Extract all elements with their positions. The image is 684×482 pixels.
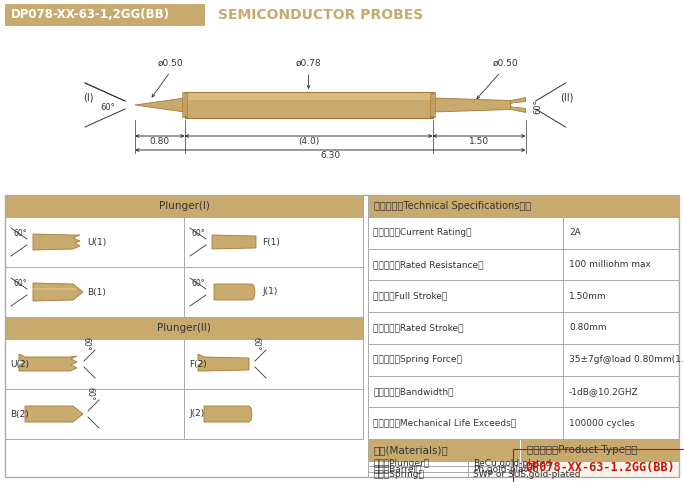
Text: 6.30: 6.30	[320, 151, 341, 160]
Text: 1.50mm: 1.50mm	[569, 292, 607, 301]
Text: (4.0): (4.0)	[298, 137, 319, 146]
Text: 60°: 60°	[13, 279, 27, 288]
Text: 35±7gf@load 0.80mm(1.2oz): 35±7gf@load 0.80mm(1.2oz)	[569, 355, 684, 364]
Text: F(2): F(2)	[189, 360, 207, 369]
FancyBboxPatch shape	[521, 461, 679, 477]
Text: 成品型号（Product Type）：: 成品型号（Product Type）：	[527, 445, 637, 455]
Text: 材质(Materials)：: 材质(Materials)：	[374, 445, 449, 455]
Text: 100 milliohm max: 100 milliohm max	[569, 260, 651, 269]
FancyBboxPatch shape	[5, 389, 363, 439]
Polygon shape	[33, 283, 83, 301]
Text: 针头（Plunger）: 针头（Plunger）	[373, 459, 429, 468]
Text: 技术要求（Technical Specifications）：: 技术要求（Technical Specifications）：	[374, 201, 531, 211]
FancyBboxPatch shape	[183, 94, 187, 116]
FancyBboxPatch shape	[368, 195, 679, 217]
Text: ø0.50: ø0.50	[492, 59, 518, 68]
Text: 0.80: 0.80	[150, 137, 170, 146]
FancyBboxPatch shape	[368, 439, 519, 461]
Text: 额定弹力（Spring Force）: 额定弹力（Spring Force）	[373, 355, 462, 364]
Polygon shape	[25, 406, 83, 422]
FancyBboxPatch shape	[430, 92, 436, 118]
Text: SEMICONDUCTOR PROBES: SEMICONDUCTOR PROBES	[218, 8, 423, 22]
Text: 1.50: 1.50	[469, 137, 489, 146]
Text: BeCu,gold-plated: BeCu,gold-plated	[473, 459, 551, 468]
Text: Ph,gold-plated: Ph,gold-plated	[473, 465, 538, 473]
FancyBboxPatch shape	[521, 439, 679, 461]
Text: ø0.78: ø0.78	[295, 59, 321, 68]
FancyBboxPatch shape	[5, 195, 363, 217]
FancyBboxPatch shape	[368, 407, 679, 439]
Polygon shape	[510, 97, 525, 104]
FancyBboxPatch shape	[368, 281, 679, 312]
Text: J(1): J(1)	[262, 287, 278, 296]
Text: SWP or SUS,gold-plated: SWP or SUS,gold-plated	[473, 470, 581, 479]
Polygon shape	[214, 284, 255, 300]
Text: 60°: 60°	[252, 337, 261, 351]
Text: 2A: 2A	[569, 228, 581, 237]
Text: 针管（Barrel）: 针管（Barrel）	[373, 465, 421, 473]
Text: U(1): U(1)	[87, 238, 106, 246]
Text: 60°: 60°	[81, 337, 90, 351]
FancyBboxPatch shape	[5, 217, 363, 267]
Text: DP078-XX-63-1.2GG(BB): DP078-XX-63-1.2GG(BB)	[525, 461, 675, 474]
Polygon shape	[432, 98, 510, 112]
Text: 60°: 60°	[192, 279, 206, 288]
FancyBboxPatch shape	[368, 217, 679, 249]
FancyBboxPatch shape	[368, 344, 679, 375]
Text: 频率带宽（Bandwidth）: 频率带宽（Bandwidth）	[373, 387, 453, 396]
Text: 60°: 60°	[534, 100, 542, 114]
Text: J(2): J(2)	[189, 410, 205, 418]
Polygon shape	[19, 354, 77, 371]
Text: (I): (I)	[83, 92, 94, 102]
Text: F(1): F(1)	[262, 238, 280, 246]
Text: Plunger(II): Plunger(II)	[157, 323, 211, 333]
Text: 60°: 60°	[192, 229, 206, 238]
Text: 测试寿命（Mechanical Life Exceeds）: 测试寿命（Mechanical Life Exceeds）	[373, 419, 516, 428]
Text: 额定电阻（Rated Resistance）: 额定电阻（Rated Resistance）	[373, 260, 484, 269]
Text: Plunger(I): Plunger(I)	[159, 201, 209, 211]
FancyBboxPatch shape	[181, 92, 187, 118]
FancyBboxPatch shape	[368, 461, 519, 466]
Polygon shape	[212, 235, 256, 249]
FancyBboxPatch shape	[185, 92, 432, 118]
Text: (II): (II)	[561, 92, 574, 102]
FancyBboxPatch shape	[5, 339, 363, 389]
Polygon shape	[198, 354, 249, 371]
Text: 0.80mm: 0.80mm	[569, 323, 607, 333]
Text: B(2): B(2)	[10, 410, 29, 418]
FancyBboxPatch shape	[368, 375, 679, 407]
Text: 60°: 60°	[13, 229, 27, 238]
Text: 60°: 60°	[85, 388, 94, 401]
Polygon shape	[135, 98, 185, 112]
Text: ø0.50: ø0.50	[157, 59, 183, 68]
Text: U(2): U(2)	[10, 360, 29, 369]
FancyBboxPatch shape	[5, 317, 363, 339]
FancyBboxPatch shape	[368, 312, 679, 344]
Polygon shape	[510, 107, 525, 112]
FancyBboxPatch shape	[5, 267, 363, 317]
Polygon shape	[512, 103, 527, 107]
Text: DP078-XX-63-1,2GG(BB): DP078-XX-63-1,2GG(BB)	[11, 9, 170, 22]
Text: B(1): B(1)	[87, 287, 106, 296]
Polygon shape	[204, 406, 252, 422]
FancyBboxPatch shape	[368, 249, 679, 281]
FancyBboxPatch shape	[185, 93, 432, 100]
Text: 额定行程（Rated Stroke）: 额定行程（Rated Stroke）	[373, 323, 464, 333]
Polygon shape	[33, 234, 80, 250]
FancyBboxPatch shape	[368, 466, 519, 472]
FancyBboxPatch shape	[5, 4, 205, 26]
Text: 60°: 60°	[100, 103, 115, 111]
FancyBboxPatch shape	[368, 472, 519, 477]
Text: -1dB@10.2GHZ: -1dB@10.2GHZ	[569, 387, 639, 396]
FancyBboxPatch shape	[431, 94, 434, 116]
Text: 100000 cycles: 100000 cycles	[569, 419, 635, 428]
Text: 额定电流（Current Rating）: 额定电流（Current Rating）	[373, 228, 471, 237]
Text: 弹簧（Spring）: 弹簧（Spring）	[373, 470, 424, 479]
Text: 满行程（Full Stroke）: 满行程（Full Stroke）	[373, 292, 447, 301]
